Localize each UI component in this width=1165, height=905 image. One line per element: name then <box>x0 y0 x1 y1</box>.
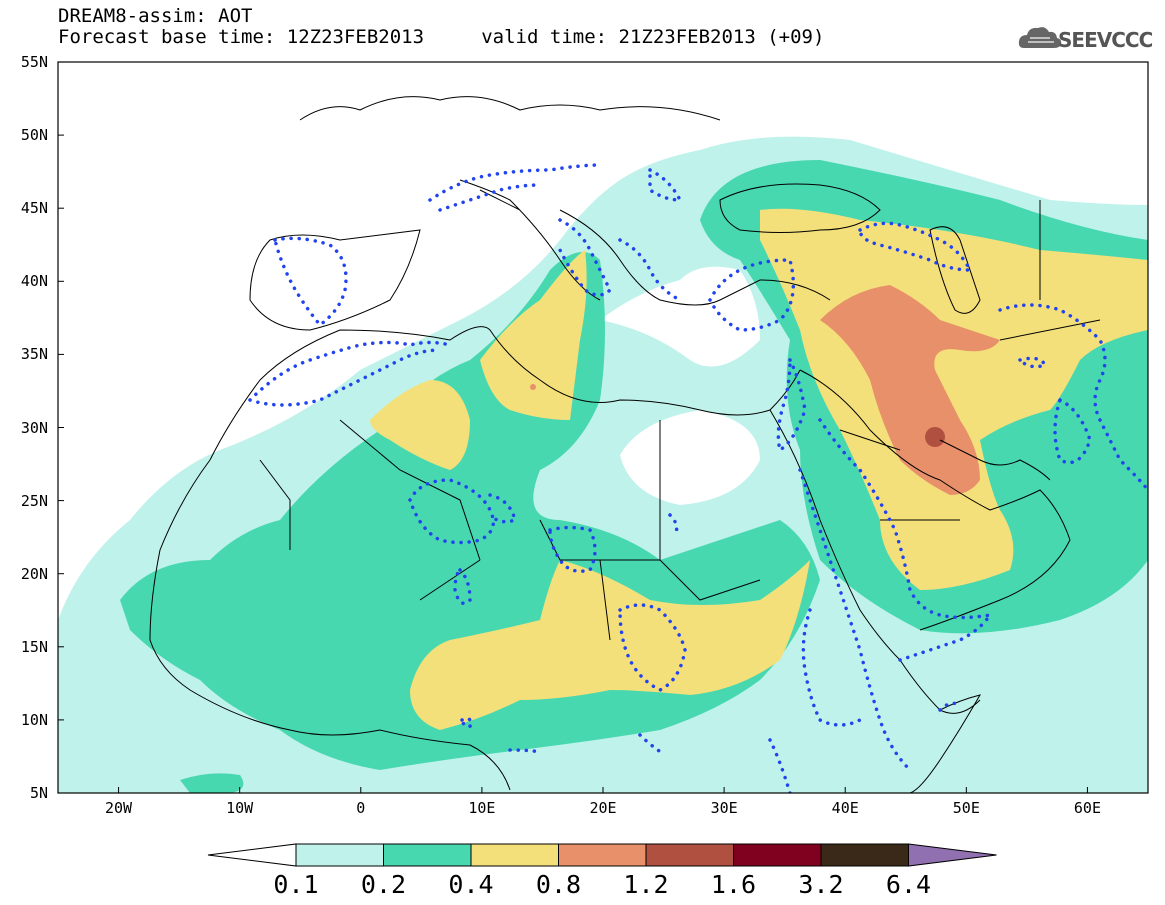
dotted-contour-greece <box>618 238 682 302</box>
dotted-contour-central <box>508 733 667 757</box>
dotted-contour-niger-small <box>459 716 474 729</box>
aot-max-marker <box>925 427 945 447</box>
dotted-contour-chad <box>548 525 597 573</box>
map-title: DREAM8-assim: AOT <box>58 5 253 27</box>
colorbar-label: 0.8 <box>535 870 582 899</box>
lat-tick-label: 10N <box>20 710 48 729</box>
aot-minor-orange <box>530 384 536 390</box>
forecast-time-subtitle: Forecast base time: 12Z23FEB2013 valid t… <box>58 26 825 48</box>
dotted-contour-anatolia <box>708 258 796 332</box>
dotted-contour-ethiopia <box>768 608 862 793</box>
coast-italy <box>459 179 601 301</box>
lat-tick-label: 30N <box>20 418 48 437</box>
coast-horn-africa <box>909 694 982 793</box>
lat-tick-label: 50N <box>20 126 48 145</box>
border-lines <box>259 200 1101 641</box>
aot-band-yellow-algeria <box>370 380 470 470</box>
dotted-contours <box>248 163 1148 793</box>
coast-caspian <box>929 226 981 314</box>
coast-europe <box>299 96 721 121</box>
colorbar-label: 0.1 <box>273 870 319 899</box>
dotted-contour-levant <box>776 358 807 453</box>
colorbar-swatch <box>470 843 559 867</box>
lon-tick-label: 10W <box>226 799 254 817</box>
colorbar-label: 0.4 <box>448 870 494 899</box>
cloud-icon <box>1018 27 1062 48</box>
aot-hole-egypt <box>620 410 760 505</box>
lon-tick-label: 10E <box>468 799 496 817</box>
colorbar-label: 1.2 <box>623 870 669 899</box>
colorbar-swatch <box>645 843 734 867</box>
dotted-contour-iran <box>998 303 1148 492</box>
dotted-contour-gulf <box>1016 356 1092 465</box>
dotted-contour-caucasus <box>858 221 973 272</box>
lat-tick-label: 55N <box>20 53 48 71</box>
colorbar-label: 3.2 <box>798 870 844 899</box>
lat-tick-label: 40N <box>20 272 48 291</box>
coast-north-africa <box>209 326 801 461</box>
lat-tick-label: 15N <box>20 637 48 656</box>
colorbar-swatch <box>383 843 472 867</box>
lat-tick-label: 45N <box>20 199 48 218</box>
axis-ticks <box>58 61 1088 794</box>
aot-band-yellow-libya <box>480 250 587 420</box>
colorbar-high-arrow <box>908 843 997 867</box>
aot-hole-med <box>600 266 760 367</box>
coast-west-africa <box>149 459 511 791</box>
colorbar-swatch <box>558 843 647 867</box>
aot-band-yellow-sahel <box>410 560 810 730</box>
colorbar-label: 6.4 <box>885 870 932 899</box>
dotted-contour-tibesti <box>408 478 518 545</box>
aot-band-green-south <box>180 773 244 793</box>
lat-tick-label: 5N <box>29 784 48 802</box>
lon-tick-label: 60E <box>1073 799 1101 817</box>
colorbar <box>207 843 997 867</box>
lat-tick-label: 20N <box>20 564 48 583</box>
lon-tick-label: 50E <box>952 799 980 817</box>
lon-tick-label: 40E <box>831 799 859 817</box>
colorbar-low-arrow <box>207 843 297 867</box>
colorbar-swatch <box>820 843 909 867</box>
dotted-contour-italy <box>558 218 613 297</box>
dotted-contour-darfur <box>618 603 687 692</box>
colorbar-swatch <box>295 843 384 867</box>
lon-tick-label: 20W <box>105 799 133 817</box>
coast-balkans <box>559 209 831 306</box>
colorbar-label: 0.2 <box>360 870 407 899</box>
dotted-contour-redsea-west <box>798 468 912 772</box>
colorbar-swatch <box>733 843 822 867</box>
seevccc-logo: SEEVCCC <box>1058 28 1153 52</box>
dotted-contour-yemen <box>898 613 992 712</box>
dotted-contour-air <box>453 567 472 606</box>
coast-persian-gulf <box>939 439 1051 481</box>
aot-band-orange-iraq <box>820 285 1000 495</box>
aot-field <box>58 136 1148 793</box>
lon-tick-label: 0 <box>356 799 366 817</box>
coast-iberia <box>249 229 421 331</box>
lon-tick-label: 30E <box>710 799 738 817</box>
coastlines <box>149 96 1101 793</box>
colorbar-label: 1.6 <box>710 870 757 899</box>
dotted-contour-alps <box>428 163 602 212</box>
lat-tick-label: 35N <box>20 345 48 364</box>
dotted-contour-morocco <box>248 340 452 407</box>
dotted-contour-saudi <box>818 418 992 620</box>
lat-tick-label: 25N <box>20 491 48 510</box>
lon-tick-label: 20E <box>589 799 617 817</box>
coast-arabia <box>799 369 1071 631</box>
coast-black-sea <box>719 183 881 233</box>
